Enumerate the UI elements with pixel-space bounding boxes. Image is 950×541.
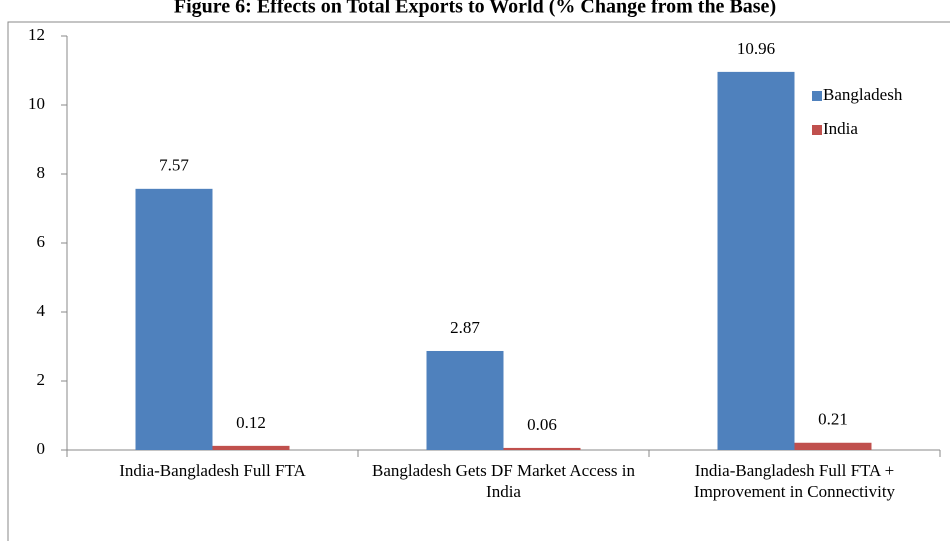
data-label: 7.57 [159,156,189,175]
data-label: 0.12 [236,413,266,432]
y-tick-label: 6 [37,232,46,251]
y-tick-label: 4 [37,301,46,320]
y-tick-label: 8 [37,163,46,182]
data-label: 10.96 [737,39,775,58]
bar [717,71,795,450]
x-tick-label-box: Bangladesh Gets DF Market Access in Indi… [372,461,635,501]
data-label: 0.06 [527,415,557,434]
y-tick-label: 2 [37,370,46,389]
data-label: 2.87 [450,318,480,337]
x-tick-label-box: India-Bangladesh Full FTA + Improvement … [693,461,896,501]
bar [212,445,290,450]
legend-label: India [823,119,858,138]
bar [503,447,581,450]
y-tick-label: 0 [37,439,46,458]
legend-swatch [812,125,822,135]
bar [426,350,504,450]
y-tick-label: 10 [28,94,45,113]
bar [794,442,872,450]
legend-label: Bangladesh [823,85,903,104]
data-label: 0.21 [818,410,848,429]
y-tick-label: 12 [28,25,45,44]
x-tick-label: India-Bangladesh Full FTA [119,461,306,480]
x-tick-label: Bangladesh Gets DF Market Access in Indi… [372,461,635,501]
x-tick-label: India-Bangladesh Full FTA + Improvement … [693,461,896,501]
bar [135,188,213,450]
chart-title: Figure 6: Effects on Total Exports to Wo… [174,0,776,18]
chart-frame [7,21,950,541]
x-tick-label-box: India-Bangladesh Full FTA [119,461,306,480]
legend-swatch [812,91,822,101]
